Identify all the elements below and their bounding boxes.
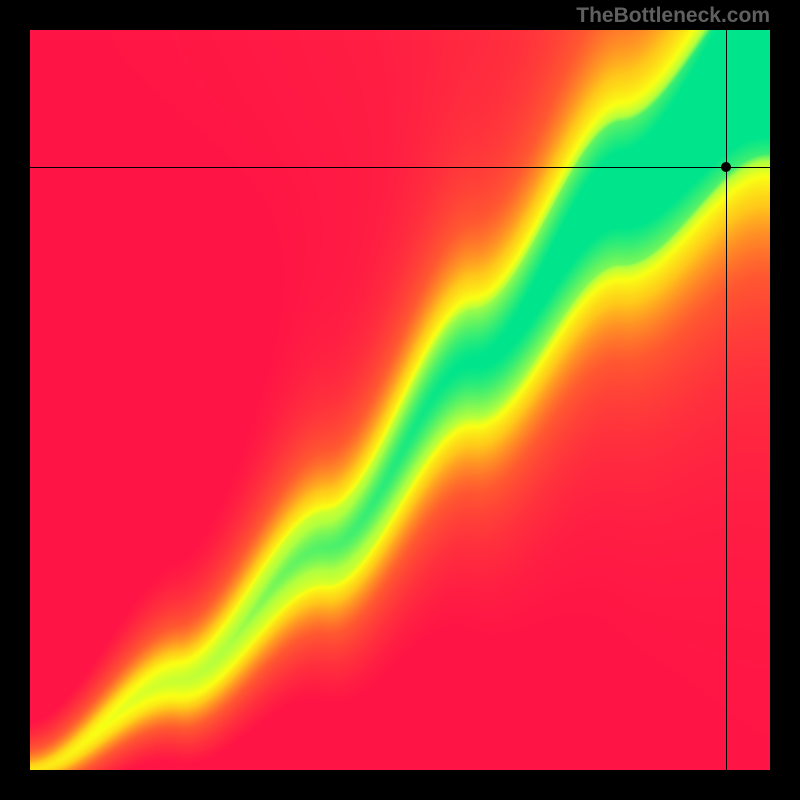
heatmap-plot-area [30,30,770,770]
crosshair-vertical [726,30,727,770]
crosshair-marker [721,162,731,172]
heatmap-canvas [30,30,770,770]
watermark-label: TheBottleneck.com [576,4,770,28]
crosshair-horizontal [30,167,770,168]
